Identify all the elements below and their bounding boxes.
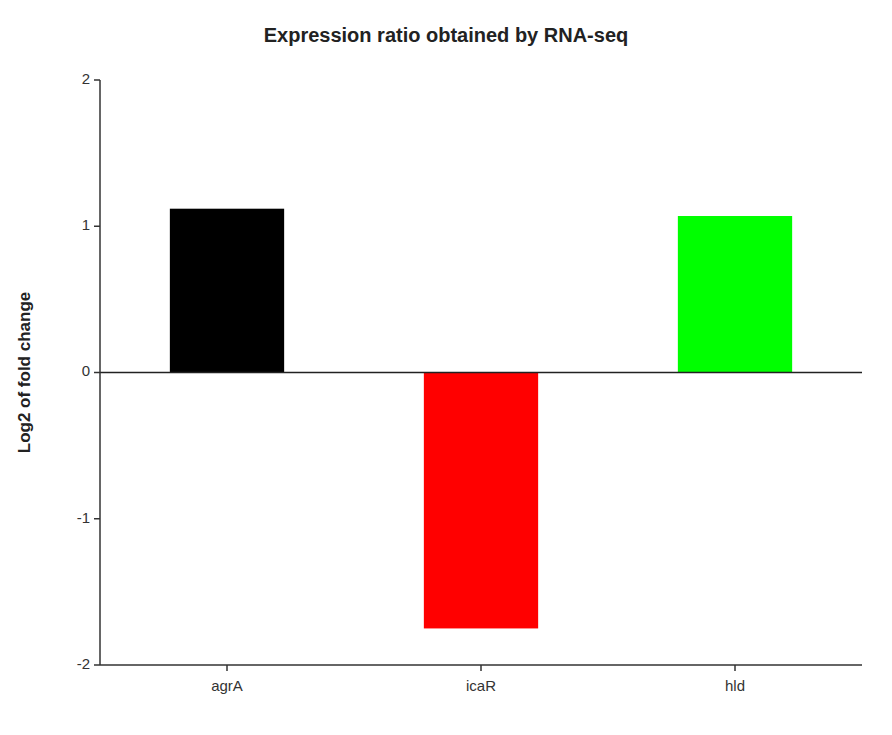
y-tick-label: -2 <box>77 655 90 672</box>
bar <box>424 373 538 629</box>
x-tick <box>480 665 482 671</box>
y-tick-label: 1 <box>82 216 90 233</box>
x-tick <box>734 665 736 671</box>
y-tick-label: 2 <box>82 70 90 87</box>
y-tick <box>94 226 100 228</box>
background <box>0 0 892 735</box>
chart-container: -2 -1 0 1 2 agrA icaR hld Log2 of fold change Exp… <box>0 0 892 735</box>
x-tick-label: hld <box>725 677 745 694</box>
y-tick-label: 0 <box>82 362 90 379</box>
chart-svg: -2 -1 0 1 2 agrA icaR hld Log2 of fold change Exp… <box>0 0 892 735</box>
bar <box>170 209 284 373</box>
y-tick-label: -1 <box>77 509 90 526</box>
y-tick <box>94 518 100 520</box>
bars <box>170 209 792 629</box>
y-tick <box>94 664 100 666</box>
y-tick <box>94 79 100 81</box>
title: Expression ratio obtained by RNA-seq <box>264 24 629 46</box>
x-tick <box>226 665 228 671</box>
y-axis-label: Log2 of fold change <box>15 292 34 454</box>
x-tick-label: icaR <box>466 677 496 694</box>
zero-line <box>100 372 862 374</box>
bar <box>678 216 792 372</box>
x-tick-label: agrA <box>211 677 243 694</box>
y-tick <box>94 372 100 374</box>
